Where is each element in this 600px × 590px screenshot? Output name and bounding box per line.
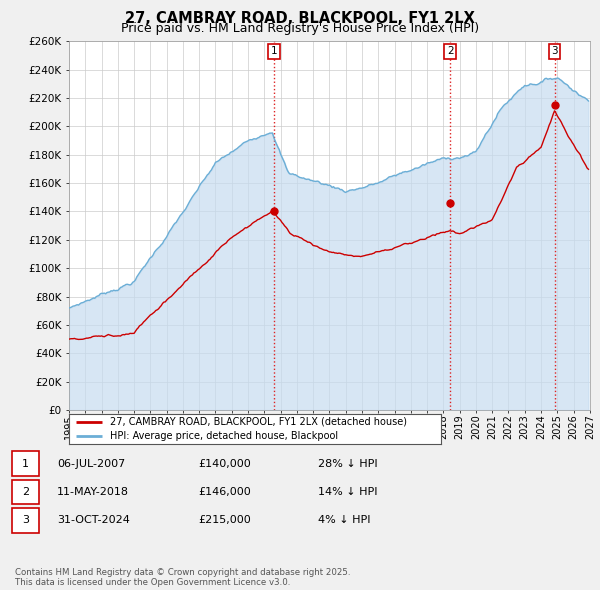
- Text: 14% ↓ HPI: 14% ↓ HPI: [318, 487, 377, 497]
- Text: 1: 1: [22, 459, 29, 468]
- Text: HPI: Average price, detached house, Blackpool: HPI: Average price, detached house, Blac…: [110, 431, 338, 441]
- Text: 2: 2: [447, 46, 454, 56]
- Text: 1: 1: [271, 46, 277, 56]
- Text: £146,000: £146,000: [198, 487, 251, 497]
- Text: 31-OCT-2024: 31-OCT-2024: [57, 516, 130, 525]
- Text: 28% ↓ HPI: 28% ↓ HPI: [318, 459, 377, 468]
- Text: 3: 3: [22, 516, 29, 525]
- Text: 2: 2: [22, 487, 29, 497]
- Text: 27, CAMBRAY ROAD, BLACKPOOL, FY1 2LX (detached house): 27, CAMBRAY ROAD, BLACKPOOL, FY1 2LX (de…: [110, 417, 407, 427]
- Text: 11-MAY-2018: 11-MAY-2018: [57, 487, 129, 497]
- Text: 27, CAMBRAY ROAD, BLACKPOOL, FY1 2LX: 27, CAMBRAY ROAD, BLACKPOOL, FY1 2LX: [125, 11, 475, 25]
- Text: Price paid vs. HM Land Registry's House Price Index (HPI): Price paid vs. HM Land Registry's House …: [121, 22, 479, 35]
- Text: £140,000: £140,000: [198, 459, 251, 468]
- Text: 06-JUL-2007: 06-JUL-2007: [57, 459, 125, 468]
- Text: 4% ↓ HPI: 4% ↓ HPI: [318, 516, 371, 525]
- Text: 3: 3: [551, 46, 558, 56]
- Text: £215,000: £215,000: [198, 516, 251, 525]
- Text: Contains HM Land Registry data © Crown copyright and database right 2025.
This d: Contains HM Land Registry data © Crown c…: [15, 568, 350, 587]
